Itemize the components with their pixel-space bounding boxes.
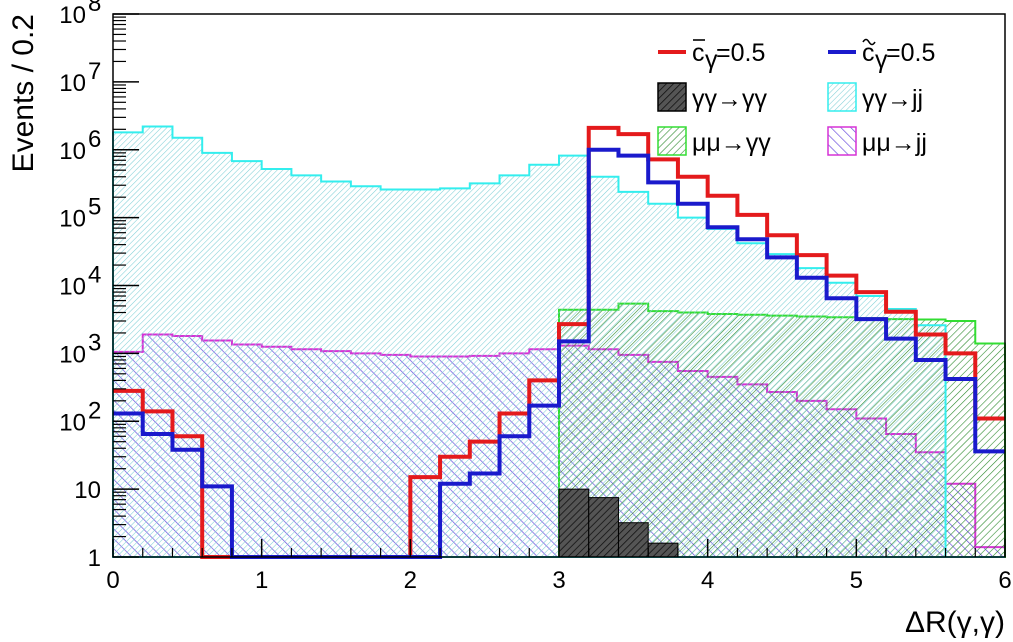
x-tick-label-1: 1 [255,567,268,594]
legend-label-3: γγ→jj [862,85,923,113]
y-tick-exponent-6: 6 [88,126,101,153]
y-axis-title: Events / 0.2 [7,14,40,172]
legend-item-3: γγ→jj [827,82,923,113]
legend-item-5: μμ→jj [827,126,927,157]
y-tick-exponent-2: 2 [88,397,101,424]
y-tick-label-5: 10 [59,206,86,233]
x-axis-title: ΔR(γ,γ) [905,606,1005,639]
y-tick-label-1: 10 [74,477,101,504]
series-layer [112,125,1006,559]
x-tick-label-4: 4 [701,567,714,594]
series-3-bin-18 [647,542,679,558]
legend-label-5: μμ→jj [862,129,927,157]
legend-swatch-5 [827,126,857,156]
y-tick-exponent-4: 4 [88,262,101,289]
legend-swatch-4 [657,126,687,156]
y-tick-exponent-8: 8 [88,0,101,17]
legend-label-4: μμ→γγ [692,129,771,157]
y-tick-label-3: 10 [59,341,86,368]
legend-swatch-3 [827,82,857,112]
y-tick-exponent-5: 5 [88,194,101,221]
legend-label-0: c [692,39,705,67]
y-tick-label-4: 10 [59,274,86,301]
y-tick-exponent-7: 7 [88,58,101,85]
legend-label-sub-1: γ [875,46,888,74]
y-tick-label-2: 10 [59,409,86,436]
x-tick-label-0: 0 [106,567,119,594]
y-tick-exponent-3: 3 [88,329,101,356]
y-tick-label-6: 10 [59,138,86,165]
legend-label-tail-1: =0.5 [886,39,935,67]
series-3 [558,488,679,558]
legend-label-sub-0: γ [705,46,718,74]
legend-item-2: γγ→γγ [657,82,768,113]
x-tick-label-2: 2 [404,567,417,594]
y-tick-label-0: 1 [88,545,101,572]
legend-swatch-2 [657,82,687,112]
legend-item-1: c γ=0.5 [828,38,935,74]
y-tick-label-7: 10 [59,70,86,97]
y-tick-label-8: 10 [59,2,86,29]
series-3-bin-17 [617,522,649,558]
legend-item-4: μμ→γγ [657,126,771,157]
series-3-bin-15 [558,488,590,558]
x-tick-label-3: 3 [552,567,565,594]
legend-label-2: γγ→γγ [692,85,768,113]
series-3-bin-16 [588,497,619,558]
legend-label-tail-0: =0.5 [716,39,765,67]
x-tick-label-6: 6 [998,567,1011,594]
legend-tilde-accent [862,38,876,46]
x-tick-label-5: 5 [850,567,863,594]
legend-item-0: c γ=0.5 [658,39,765,74]
legend-label-1: c [862,39,875,67]
